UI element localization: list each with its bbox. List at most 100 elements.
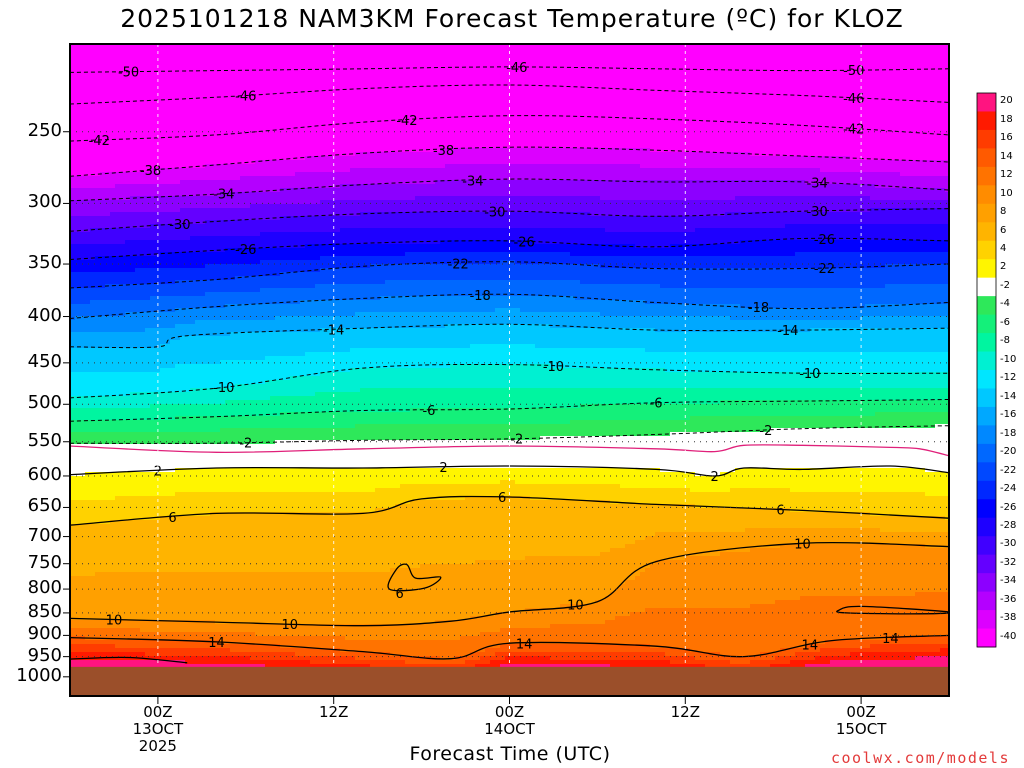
fill-cell xyxy=(135,640,141,649)
fill-cell xyxy=(670,504,676,533)
fill-cell xyxy=(750,388,756,401)
fill-cell xyxy=(135,284,141,301)
fill-cell xyxy=(540,348,546,365)
fill-cell xyxy=(225,304,231,321)
fill-cell xyxy=(705,152,711,169)
fill-cell xyxy=(160,212,166,225)
fill-cell xyxy=(625,300,631,317)
fill-cell xyxy=(890,516,896,533)
fill-cell xyxy=(885,240,891,253)
fill-cell xyxy=(615,328,621,349)
fill-cell xyxy=(435,500,441,565)
fill-cell xyxy=(470,388,476,409)
fill-cell xyxy=(440,620,446,641)
fill-cell xyxy=(745,288,751,309)
fill-cell xyxy=(395,388,401,413)
fill-cell xyxy=(670,560,676,609)
fill-cell xyxy=(320,200,326,217)
fill-cell xyxy=(200,336,206,365)
fill-cell xyxy=(365,312,371,329)
fill-cell xyxy=(480,496,486,561)
fill-cell xyxy=(245,220,251,237)
fill-cell xyxy=(855,288,861,309)
fill-cell xyxy=(560,436,566,469)
fill-cell xyxy=(545,468,551,485)
fill-cell xyxy=(760,212,766,229)
fill-cell xyxy=(125,332,131,349)
fill-cell xyxy=(160,516,166,573)
fill-cell xyxy=(365,244,371,257)
fill-cell xyxy=(115,200,121,213)
fill-cell xyxy=(450,280,456,297)
fill-cell xyxy=(405,656,411,665)
fill-cell xyxy=(365,492,371,513)
fill-cell xyxy=(285,160,291,177)
fill-cell xyxy=(800,168,806,181)
fill-cell xyxy=(300,288,306,301)
fill-cell xyxy=(80,636,86,645)
fill-cell xyxy=(325,372,331,393)
fill-cell xyxy=(770,548,776,605)
fill-cell xyxy=(180,468,186,493)
fill-cell xyxy=(175,280,181,297)
fill-cell xyxy=(720,304,726,317)
fill-cell xyxy=(270,204,276,221)
fill-cell xyxy=(445,264,451,281)
fill-cell xyxy=(520,324,526,345)
fill-cell xyxy=(760,228,766,241)
fill-cell xyxy=(300,412,306,429)
fill-cell xyxy=(865,44,871,161)
fill-cell xyxy=(500,180,506,197)
fill-cell xyxy=(835,240,841,253)
fill-cell xyxy=(340,44,346,157)
fill-cell xyxy=(545,348,551,365)
fill-cell xyxy=(355,328,361,349)
fill-cell xyxy=(495,364,501,389)
fill-cell xyxy=(540,296,546,313)
fill-cell xyxy=(600,256,606,269)
fill-cell xyxy=(520,644,526,653)
fill-cell xyxy=(795,44,801,157)
fill-cell xyxy=(500,344,506,365)
fill-cell xyxy=(145,312,151,329)
fill-cell xyxy=(635,232,641,249)
fill-cell xyxy=(685,168,691,181)
fill-cell xyxy=(785,372,791,389)
fill-cell xyxy=(575,556,581,605)
fill-cell xyxy=(195,492,201,517)
fill-cell xyxy=(125,620,131,629)
fill-cell xyxy=(455,440,461,469)
fill-cell xyxy=(175,392,181,405)
fill-cell xyxy=(745,656,751,665)
fill-cell xyxy=(620,404,626,421)
fill-cell xyxy=(645,568,651,609)
fill-cell xyxy=(750,400,756,417)
fill-cell xyxy=(845,656,851,661)
fill-cell xyxy=(475,264,481,281)
fill-cell xyxy=(85,420,91,433)
fill-cell xyxy=(290,660,296,669)
fill-cell xyxy=(385,572,391,625)
fill-cell xyxy=(170,268,176,285)
fill-cell xyxy=(100,188,106,201)
fill-cell xyxy=(380,296,386,313)
fill-cell xyxy=(875,44,881,161)
fill-cell xyxy=(835,252,841,269)
fill-cell xyxy=(250,624,256,633)
fill-cell xyxy=(210,196,216,209)
fill-cell xyxy=(665,268,671,289)
fill-cell xyxy=(555,408,561,425)
fill-cell xyxy=(110,644,116,653)
fill-cell xyxy=(315,572,321,625)
fill-cell xyxy=(170,252,176,269)
fill-cell xyxy=(260,288,266,305)
fill-cell xyxy=(830,492,836,513)
fill-cell xyxy=(350,44,356,157)
fill-cell xyxy=(720,332,726,353)
fill-cell xyxy=(400,168,406,185)
fill-cell xyxy=(680,304,686,317)
fill-cell xyxy=(200,296,206,309)
fill-cell xyxy=(830,320,836,329)
fill-cell xyxy=(260,428,266,445)
fill-cell xyxy=(130,408,136,421)
